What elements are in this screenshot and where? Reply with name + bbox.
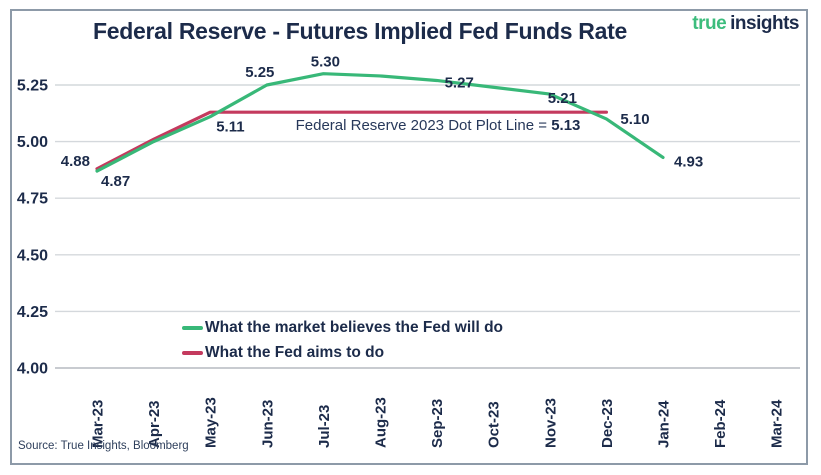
x-axis-tick-label: Jul-23	[316, 405, 333, 448]
x-axis-tick-label: May-23	[203, 397, 220, 448]
legend-marker-green	[182, 325, 203, 330]
chart-title: Federal Reserve - Futures Implied Fed Fu…	[93, 18, 627, 44]
x-axis-tick-label: Apr-23	[146, 400, 163, 448]
x-axis-tick-label: Sep-23	[429, 399, 446, 448]
logo-word-insights: insights	[730, 13, 799, 34]
x-axis-tick-label: Aug-23	[373, 397, 390, 448]
data-point-label: 5.21	[548, 90, 577, 107]
y-axis-tick-label: 4.00	[17, 361, 48, 378]
data-point-label: 4.87	[101, 173, 130, 190]
x-axis-tick-label: Nov-23	[542, 398, 559, 448]
dot-plot-annotation: Federal Reserve 2023 Dot Plot Line = 5.1…	[283, 117, 593, 134]
x-axis-tick-label: Mar-23	[90, 400, 107, 448]
legend-label: What the market believes the Fed will do	[205, 318, 504, 336]
data-point-label: 5.25	[245, 64, 274, 81]
x-axis-tick-label: Mar-24	[769, 399, 786, 448]
x-axis-tick-label: Oct-23	[486, 401, 503, 448]
x-axis-tick-label: Jun-23	[259, 400, 276, 448]
data-point-label: 4.88	[61, 153, 90, 170]
legend-item-fed: What the Fed aims to do	[182, 340, 503, 365]
data-point-label: 5.10	[620, 111, 649, 128]
source-note: Source: True Insights, Bloomberg	[18, 440, 189, 452]
data-point-label: 5.27	[445, 74, 474, 91]
legend-item-market: What the market believes the Fed will do	[182, 315, 503, 340]
y-axis-tick-label: 4.50	[17, 247, 48, 264]
dot-plot-annotation-value: 5.13	[551, 117, 581, 134]
legend-marker-red	[182, 350, 203, 355]
data-point-label: 4.93	[674, 153, 703, 170]
x-axis-tick-label: Feb-24	[712, 399, 729, 448]
x-axis-tick-label: Dec-23	[599, 399, 616, 448]
x-axis-tick-label: Jan-24	[656, 400, 673, 448]
series-line	[95, 72, 665, 173]
data-point-label: 5.30	[311, 54, 340, 71]
y-axis-tick-label: 5.25	[17, 78, 48, 95]
dot-plot-annotation-text: Federal Reserve 2023 Dot Plot Line =	[295, 117, 552, 134]
legend-label: What the Fed aims to do	[205, 343, 385, 361]
logo-word-true: true	[692, 13, 727, 34]
y-axis-tick-label: 4.25	[17, 304, 48, 321]
legend: What the market believes the Fed will do…	[182, 315, 503, 365]
true-insights-logo: true insights	[692, 13, 799, 35]
y-axis-tick-label: 5.00	[17, 134, 48, 151]
series-line	[95, 110, 609, 171]
y-axis-tick-label: 4.75	[17, 191, 48, 208]
data-point-label: 5.11	[216, 119, 244, 136]
